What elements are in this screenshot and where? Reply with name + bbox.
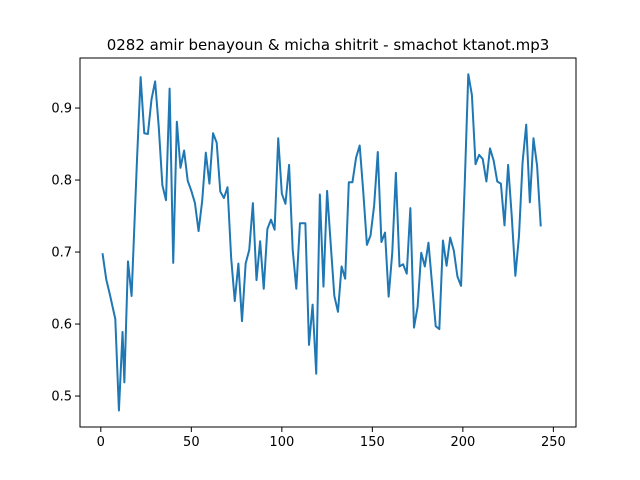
y-tick-label: 0.8 (51, 174, 72, 189)
axes-frame (79, 57, 577, 428)
axes-ticks: 0 50 100 150 200 250 0.5 0.6 0.7 0.8 0.9 (51, 102, 565, 450)
plot-area (79, 57, 577, 428)
x-tick-label: 150 (360, 435, 385, 450)
y-tick-label: 0.7 (51, 246, 72, 261)
x-tick-label: 50 (183, 435, 200, 450)
x-tick-label: 0 (97, 435, 105, 450)
x-tick-label: 100 (269, 435, 294, 450)
chart-title: 0282 amir benayoun & micha shitrit - sma… (107, 36, 550, 54)
series-line-1 (101, 73, 542, 412)
y-tick-label: 0.6 (51, 318, 72, 333)
x-tick-label: 200 (450, 435, 475, 450)
y-tick-label: 0.9 (51, 102, 72, 117)
x-tick-label: 250 (541, 435, 566, 450)
y-tick-label: 0.5 (51, 390, 72, 405)
